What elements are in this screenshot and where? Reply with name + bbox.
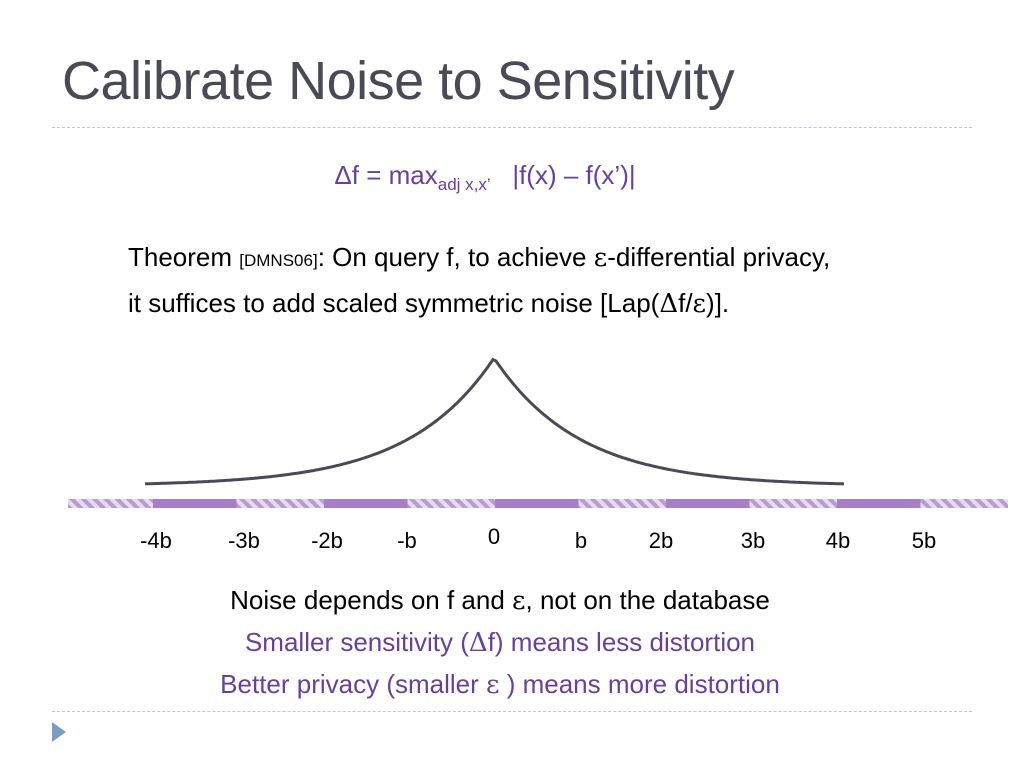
axis-bar-segment xyxy=(837,499,921,508)
note-noise-dependence: Noise depends on f and ε, not on the dat… xyxy=(0,580,1000,622)
tick-label: b xyxy=(574,528,588,553)
tick-label: -b xyxy=(397,528,417,553)
note1-text: Noise depends on f and xyxy=(230,585,513,615)
theorem-line-1: Theorem [DMNS06]: On query f, to achieve… xyxy=(128,236,830,282)
theorem-line1-text: : On query f, to achieve xyxy=(317,242,594,272)
axis-bar-segment xyxy=(324,499,408,508)
formula-rhs: |f(x) – f(x’)| xyxy=(512,160,636,190)
theorem-line-2: it suffices to add scaled symmetric nois… xyxy=(128,282,830,325)
note-privacy: Better privacy (smaller ε ) means more d… xyxy=(0,664,1000,706)
delta-symbol: Δ xyxy=(659,289,679,319)
axis-bar-segments xyxy=(153,499,921,508)
slide-title: Calibrate Noise to Sensitivity xyxy=(62,51,735,111)
tick-label: 5b xyxy=(911,528,937,553)
tick-label: -3b xyxy=(228,528,260,553)
sensitivity-formula: Δf = maxadj x,x’ |f(x) – f(x’)| xyxy=(0,160,970,195)
tick-label: 2b xyxy=(648,528,674,553)
takeaway-notes: Noise depends on f and ε, not on the dat… xyxy=(0,580,1000,706)
axis-bar-segment xyxy=(666,499,750,508)
axis-bar-segment xyxy=(153,499,237,508)
note2-text: Smaller sensitivity ( xyxy=(244,627,469,657)
slide-nav-triangle-icon[interactable] xyxy=(52,722,66,742)
tick-label: 0 xyxy=(487,524,501,549)
note1-epsilon: ε xyxy=(512,586,526,616)
theorem-line2-text: it suffices to add scaled symmetric nois… xyxy=(128,288,660,318)
formula-lhs: Δf = max xyxy=(334,160,438,190)
note-sensitivity: Smaller sensitivity (Δf) means less dist… xyxy=(0,622,1000,664)
note2-delta: Δ xyxy=(468,628,488,658)
note3-end: ) means more distortion xyxy=(499,669,780,699)
tick-label: 4b xyxy=(825,528,851,553)
theorem-line2-end: )]. xyxy=(706,288,730,318)
note2-end: f) means less distortion xyxy=(487,627,756,657)
note3-epsilon: ε xyxy=(486,670,500,700)
theorem-line1-end: -differential privacy, xyxy=(607,242,831,272)
theorem-statement: Theorem [DMNS06]: On query f, to achieve… xyxy=(128,236,830,325)
axis-bar-segment xyxy=(495,499,579,508)
laplace-distribution-diagram xyxy=(68,357,1008,508)
tick-label: -2b xyxy=(311,528,343,553)
formula-subscript: adj x,x’ xyxy=(437,175,491,195)
epsilon-symbol: ε xyxy=(593,243,608,273)
tick-label: 3b xyxy=(740,528,766,553)
note1-end: , not on the database xyxy=(525,585,770,615)
tick-label: -4b xyxy=(140,528,172,553)
theorem-line2-mid: f/ xyxy=(678,288,693,318)
epsilon-symbol-2: ε xyxy=(692,289,707,319)
note3-text: Better privacy (smaller xyxy=(220,669,487,699)
title-divider xyxy=(52,127,972,128)
theorem-lead: Theorem xyxy=(128,242,240,272)
laplace-curve xyxy=(145,357,845,486)
footer-divider xyxy=(52,711,972,712)
theorem-citation: [DMNS06] xyxy=(239,251,318,270)
